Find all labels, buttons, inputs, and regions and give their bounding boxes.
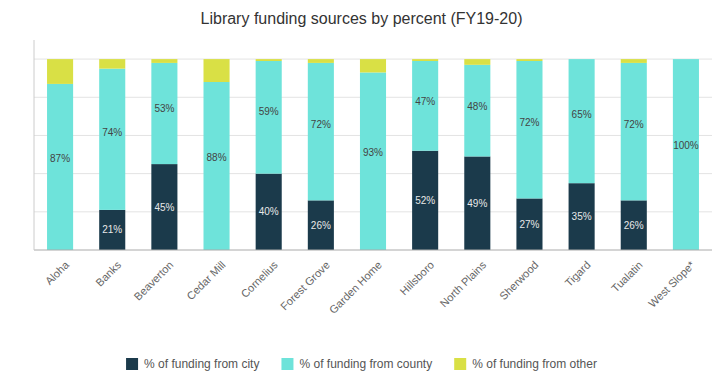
data-label: 100% [673, 140, 699, 151]
bar-segment [204, 59, 230, 82]
data-label: 53% [154, 103, 174, 114]
x-tick-label: West Slope* [646, 258, 698, 310]
data-label: 21% [102, 224, 122, 235]
data-label: 27% [519, 219, 539, 230]
x-tick-label: Tigard [562, 259, 592, 289]
bar-segment [308, 59, 334, 63]
bar-segment [673, 59, 699, 250]
bar-segment [256, 61, 282, 174]
x-tick-label: Garden Home [327, 259, 384, 316]
data-label: 47% [415, 96, 435, 107]
data-labels: 21% 45% 40% 26% 52% 49% 27% 35% 26% 87% 74% 53% 88% 5… [50, 96, 699, 236]
legend-item: % of funding from city [126, 357, 259, 371]
bar-segment [464, 156, 490, 250]
data-label: 72% [624, 119, 644, 130]
data-label: 93% [363, 147, 383, 158]
x-tick-label: Sherwood [497, 259, 541, 303]
legend-label: % of funding from city [144, 357, 259, 371]
bar-segment [569, 183, 595, 250]
bar-segment [308, 63, 334, 200]
data-label: 72% [311, 119, 331, 130]
title: Library funding sources by percent (FY19… [201, 10, 523, 27]
bar-segment [47, 84, 73, 250]
data-label: 48% [467, 101, 487, 112]
legend-swatch [281, 358, 293, 370]
x-tick-label: Hillsboro [397, 259, 436, 298]
x-axis-line [34, 250, 712, 251]
data-label: 40% [259, 206, 279, 217]
bar-segment [569, 59, 595, 183]
data-label: 65% [572, 109, 592, 120]
bar-segment [151, 164, 177, 250]
bar-segment [360, 72, 386, 250]
bar-segment [99, 210, 125, 250]
data-label: 87% [50, 153, 70, 164]
bar-segment [204, 82, 230, 250]
bar-segment [99, 69, 125, 210]
bar-segment [621, 200, 647, 250]
legend-label: % of funding from other [472, 357, 597, 371]
data-label: 26% [624, 220, 644, 231]
x-tick-label: Cornelius [238, 258, 280, 300]
x-tick-label: Beaverton [132, 259, 176, 303]
bar-segment [47, 59, 73, 84]
bar-segment [308, 200, 334, 250]
data-label: 59% [259, 106, 279, 117]
legend-label: % of funding from county [299, 357, 432, 371]
bars [47, 59, 699, 250]
bar-segment [516, 59, 542, 61]
data-label: 52% [415, 195, 435, 206]
bar-segment [151, 59, 177, 63]
chart: Library funding sources by percent (FY19… [0, 0, 723, 386]
data-label: 88% [207, 152, 227, 163]
x-tick-label: Tualatin [609, 259, 645, 295]
legend-swatch [126, 358, 138, 370]
bar-segment [516, 198, 542, 250]
legend-item: % of funding from county [281, 357, 432, 371]
bar-segment [151, 63, 177, 164]
data-label: 49% [467, 198, 487, 209]
legend: % of funding from city % of funding from … [126, 357, 597, 371]
legend-swatch [454, 358, 466, 370]
legend-item: % of funding from other [454, 357, 597, 371]
bar-segment [621, 59, 647, 63]
x-tick-label: Banks [93, 258, 123, 288]
data-label: 26% [311, 220, 331, 231]
data-label: 74% [102, 127, 122, 138]
bar-segment [412, 61, 438, 151]
bar-segment [464, 59, 490, 65]
x-tick-label: North Plains [438, 258, 489, 309]
y-axis-line [34, 40, 35, 250]
bar-segment [412, 151, 438, 250]
x-tick-label: Forest Grove [278, 259, 332, 313]
x-tick-label: Cedar Mill [184, 259, 227, 302]
data-label: 72% [519, 117, 539, 128]
bar-segment [360, 59, 386, 72]
bar-segment [464, 65, 490, 157]
data-label: 45% [154, 202, 174, 213]
bar-segment [569, 59, 595, 60]
bar-segment [256, 59, 282, 61]
bar-segment [99, 59, 125, 69]
bar-segment [516, 61, 542, 198]
data-label: 35% [572, 211, 592, 222]
bar-segment [621, 63, 647, 200]
bar-segment [256, 174, 282, 250]
x-tick-label: Aloha [43, 258, 72, 287]
bar-segment [673, 59, 699, 60]
bar-segment [412, 59, 438, 61]
